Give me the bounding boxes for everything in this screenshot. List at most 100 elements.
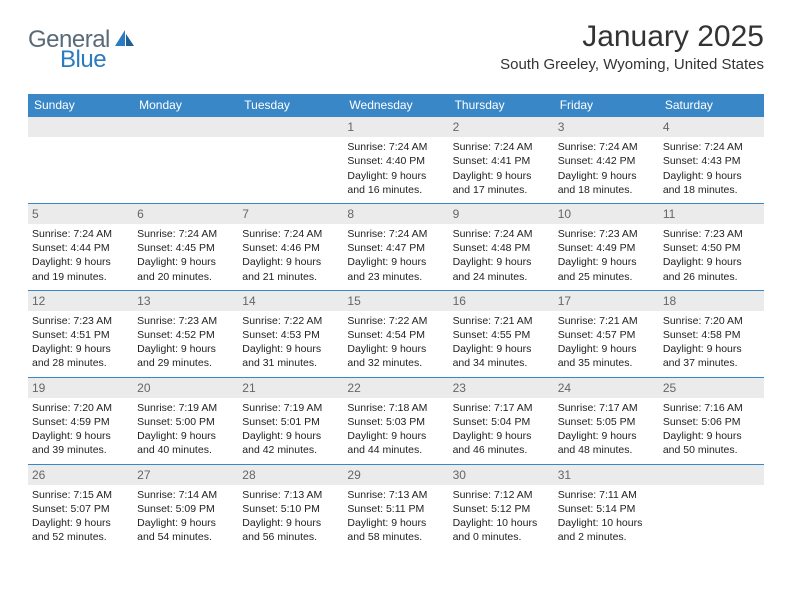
- calendar-day-cell: 6Sunrise: 7:24 AMSunset: 4:45 PMDaylight…: [133, 203, 238, 290]
- calendar-day-cell: 17Sunrise: 7:21 AMSunset: 4:57 PMDayligh…: [554, 290, 659, 377]
- calendar-day-cell: 28Sunrise: 7:13 AMSunset: 5:10 PMDayligh…: [238, 464, 343, 550]
- day-number: 21: [238, 378, 343, 398]
- calendar-day-cell: 4Sunrise: 7:24 AMSunset: 4:43 PMDaylight…: [659, 117, 764, 204]
- daylight-line-2: and 52 minutes.: [32, 530, 129, 544]
- sunrise-line: Sunrise: 7:14 AM: [137, 488, 234, 502]
- sunset-line: Sunset: 4:43 PM: [663, 154, 760, 168]
- daylight-line-1: Daylight: 9 hours: [347, 169, 444, 183]
- day-number: 17: [554, 291, 659, 311]
- daylight-line-2: and 35 minutes.: [558, 356, 655, 370]
- calendar-day-cell: 9Sunrise: 7:24 AMSunset: 4:48 PMDaylight…: [449, 203, 554, 290]
- daylight-line-1: Daylight: 10 hours: [453, 516, 550, 530]
- calendar-week-row: 5Sunrise: 7:24 AMSunset: 4:44 PMDaylight…: [28, 203, 764, 290]
- calendar-week-row: 12Sunrise: 7:23 AMSunset: 4:51 PMDayligh…: [28, 290, 764, 377]
- calendar-day-cell: 16Sunrise: 7:21 AMSunset: 4:55 PMDayligh…: [449, 290, 554, 377]
- calendar-day-cell: 26Sunrise: 7:15 AMSunset: 5:07 PMDayligh…: [28, 464, 133, 550]
- day-number: 19: [28, 378, 133, 398]
- day-number: 27: [133, 465, 238, 485]
- day-number: 18: [659, 291, 764, 311]
- calendar-day-cell: 30Sunrise: 7:12 AMSunset: 5:12 PMDayligh…: [449, 464, 554, 550]
- daylight-line-2: and 40 minutes.: [137, 443, 234, 457]
- sunset-line: Sunset: 4:55 PM: [453, 328, 550, 342]
- sunset-line: Sunset: 5:10 PM: [242, 502, 339, 516]
- sunset-line: Sunset: 5:03 PM: [347, 415, 444, 429]
- daylight-line-2: and 48 minutes.: [558, 443, 655, 457]
- daylight-line-2: and 44 minutes.: [347, 443, 444, 457]
- calendar-day-cell: 19Sunrise: 7:20 AMSunset: 4:59 PMDayligh…: [28, 377, 133, 464]
- sunset-line: Sunset: 4:47 PM: [347, 241, 444, 255]
- daylight-line-2: and 54 minutes.: [137, 530, 234, 544]
- daylight-line-1: Daylight: 9 hours: [453, 255, 550, 269]
- daylight-line-2: and 18 minutes.: [558, 183, 655, 197]
- daylight-line-2: and 26 minutes.: [663, 270, 760, 284]
- daylight-line-2: and 20 minutes.: [137, 270, 234, 284]
- calendar-body: 1Sunrise: 7:24 AMSunset: 4:40 PMDaylight…: [28, 117, 764, 551]
- header: General January 2025 South Greeley, Wyom…: [28, 20, 764, 86]
- day-number: 16: [449, 291, 554, 311]
- daylight-line-1: Daylight: 9 hours: [32, 429, 129, 443]
- sunrise-line: Sunrise: 7:24 AM: [453, 227, 550, 241]
- sunrise-line: Sunrise: 7:24 AM: [663, 140, 760, 154]
- daylight-line-1: Daylight: 9 hours: [663, 169, 760, 183]
- sunset-line: Sunset: 5:04 PM: [453, 415, 550, 429]
- daylight-line-1: Daylight: 9 hours: [558, 169, 655, 183]
- day-number: 23: [449, 378, 554, 398]
- weekday-header: Monday: [133, 94, 238, 117]
- day-number: 10: [554, 204, 659, 224]
- sunrise-line: Sunrise: 7:15 AM: [32, 488, 129, 502]
- sunset-line: Sunset: 5:06 PM: [663, 415, 760, 429]
- daylight-line-2: and 0 minutes.: [453, 530, 550, 544]
- sunrise-line: Sunrise: 7:19 AM: [137, 401, 234, 415]
- sunrise-line: Sunrise: 7:22 AM: [242, 314, 339, 328]
- calendar-day-cell: 7Sunrise: 7:24 AMSunset: 4:46 PMDaylight…: [238, 203, 343, 290]
- day-number: 25: [659, 378, 764, 398]
- calendar-day-cell: 20 Sunrise: 7:19 AMSunset: 5:00 PMDayligh…: [133, 377, 238, 464]
- sunset-line: Sunset: 4:52 PM: [137, 328, 234, 342]
- sunrise-line: Sunrise: 7:24 AM: [453, 140, 550, 154]
- daylight-line-1: Daylight: 9 hours: [347, 429, 444, 443]
- calendar-day-cell: 3Sunrise: 7:24 AMSunset: 4:42 PMDaylight…: [554, 117, 659, 204]
- day-number: 26: [28, 465, 133, 485]
- calendar-day-cell: [659, 464, 764, 550]
- day-number: 20: [133, 378, 238, 398]
- sunrise-line: Sunrise: 7:22 AM: [347, 314, 444, 328]
- calendar-day-cell: 5Sunrise: 7:24 AMSunset: 4:44 PMDaylight…: [28, 203, 133, 290]
- logo-text-2: Blue: [60, 46, 106, 73]
- calendar-day-cell: 29Sunrise: 7:13 AMSunset: 5:11 PMDayligh…: [343, 464, 448, 550]
- day-number: 5: [28, 204, 133, 224]
- day-number: 30: [449, 465, 554, 485]
- weekday-header: Sunday: [28, 94, 133, 117]
- sunset-line: Sunset: 4:49 PM: [558, 241, 655, 255]
- sunset-line: Sunset: 5:14 PM: [558, 502, 655, 516]
- daylight-line-2: and 39 minutes.: [32, 443, 129, 457]
- daylight-line-1: Daylight: 9 hours: [32, 516, 129, 530]
- sunset-line: Sunset: 5:11 PM: [347, 502, 444, 516]
- calendar-day-cell: 25Sunrise: 7:16 AMSunset: 5:06 PMDayligh…: [659, 377, 764, 464]
- calendar-day-cell: 31Sunrise: 7:11 AMSunset: 5:14 PMDayligh…: [554, 464, 659, 550]
- day-number: 6: [133, 204, 238, 224]
- daylight-line-2: and 23 minutes.: [347, 270, 444, 284]
- daylight-line-2: and 50 minutes.: [663, 443, 760, 457]
- day-number: 13: [133, 291, 238, 311]
- calendar-day-cell: 13Sunrise: 7:23 AMSunset: 4:52 PMDayligh…: [133, 290, 238, 377]
- day-number: 1: [343, 117, 448, 137]
- sunset-line: Sunset: 4:40 PM: [347, 154, 444, 168]
- daylight-line-1: Daylight: 9 hours: [347, 342, 444, 356]
- sunrise-line: Sunrise: 7:11 AM: [558, 488, 655, 502]
- day-number: 29: [343, 465, 448, 485]
- sunset-line: Sunset: 5:00 PM: [137, 415, 234, 429]
- daylight-line-1: Daylight: 9 hours: [32, 342, 129, 356]
- sunrise-line: Sunrise: 7:24 AM: [347, 227, 444, 241]
- sunset-line: Sunset: 4:48 PM: [453, 241, 550, 255]
- daylight-line-2: and 2 minutes.: [558, 530, 655, 544]
- day-number-empty: [133, 117, 238, 137]
- sunset-line: Sunset: 4:53 PM: [242, 328, 339, 342]
- daylight-line-1: Daylight: 9 hours: [137, 429, 234, 443]
- daylight-line-2: and 34 minutes.: [453, 356, 550, 370]
- day-number-empty: [238, 117, 343, 137]
- daylight-line-2: and 31 minutes.: [242, 356, 339, 370]
- daylight-line-2: and 19 minutes.: [32, 270, 129, 284]
- logo-subtext-wrap: Blue: [60, 46, 106, 74]
- calendar-day-cell: 14Sunrise: 7:22 AMSunset: 4:53 PMDayligh…: [238, 290, 343, 377]
- calendar-day-cell: 15Sunrise: 7:22 AMSunset: 4:54 PMDayligh…: [343, 290, 448, 377]
